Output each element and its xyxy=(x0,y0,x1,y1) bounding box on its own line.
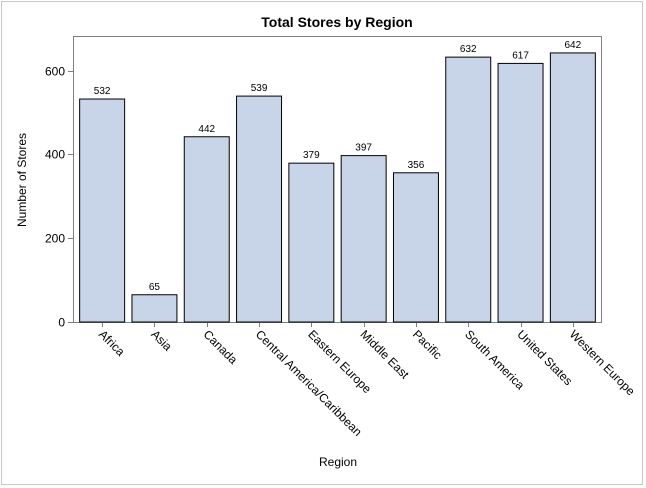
x-tick-label: Canada xyxy=(201,327,241,367)
x-tick-label: Central America/Caribbean xyxy=(253,327,365,439)
bar-middle-east xyxy=(340,155,387,323)
bar-south-america xyxy=(445,56,492,323)
data-label: 379 xyxy=(303,150,320,161)
bar-canada xyxy=(183,136,230,323)
y-axis-label: Number of Stores xyxy=(15,133,29,227)
bars: 532 65 442 539 379 397 356 632 617 642 xyxy=(79,40,596,323)
x-tick-label: Western Europe xyxy=(567,327,638,398)
x-tick-label: Pacific xyxy=(410,327,445,362)
y-tick-label: 200 xyxy=(45,232,65,246)
data-label: 539 xyxy=(251,83,268,94)
data-label: 617 xyxy=(512,50,529,61)
chart-title: Total Stores by Region xyxy=(261,14,412,30)
bar-asia xyxy=(131,294,178,323)
data-label: 356 xyxy=(408,160,425,171)
y-tick-label: 600 xyxy=(45,65,65,79)
x-axis-label: Region xyxy=(319,455,357,469)
data-label: 642 xyxy=(565,40,582,51)
y-tick-label: 400 xyxy=(45,148,65,162)
data-label: 442 xyxy=(198,124,215,135)
data-label: 65 xyxy=(149,282,161,293)
bar-africa xyxy=(79,98,126,323)
plot-area xyxy=(73,36,602,323)
bar-pacific xyxy=(392,172,439,323)
bar-western-europe xyxy=(549,52,596,323)
data-label: 532 xyxy=(94,86,111,97)
x-tick-label: Africa xyxy=(96,327,128,359)
y-axis: 0 200 400 600 xyxy=(45,65,74,330)
x-tick-label: Middle East xyxy=(358,327,413,382)
data-label: 632 xyxy=(460,44,477,55)
bar-central-america-caribbean xyxy=(236,95,283,323)
x-tick-label: Asia xyxy=(148,327,175,354)
y-tick-label: 0 xyxy=(58,316,65,330)
data-label: 397 xyxy=(355,143,372,154)
bar-eastern-europe xyxy=(288,162,335,323)
x-axis: Africa Asia Canada Central America/Caribbea… xyxy=(96,322,638,439)
bar-united-states xyxy=(497,62,544,323)
